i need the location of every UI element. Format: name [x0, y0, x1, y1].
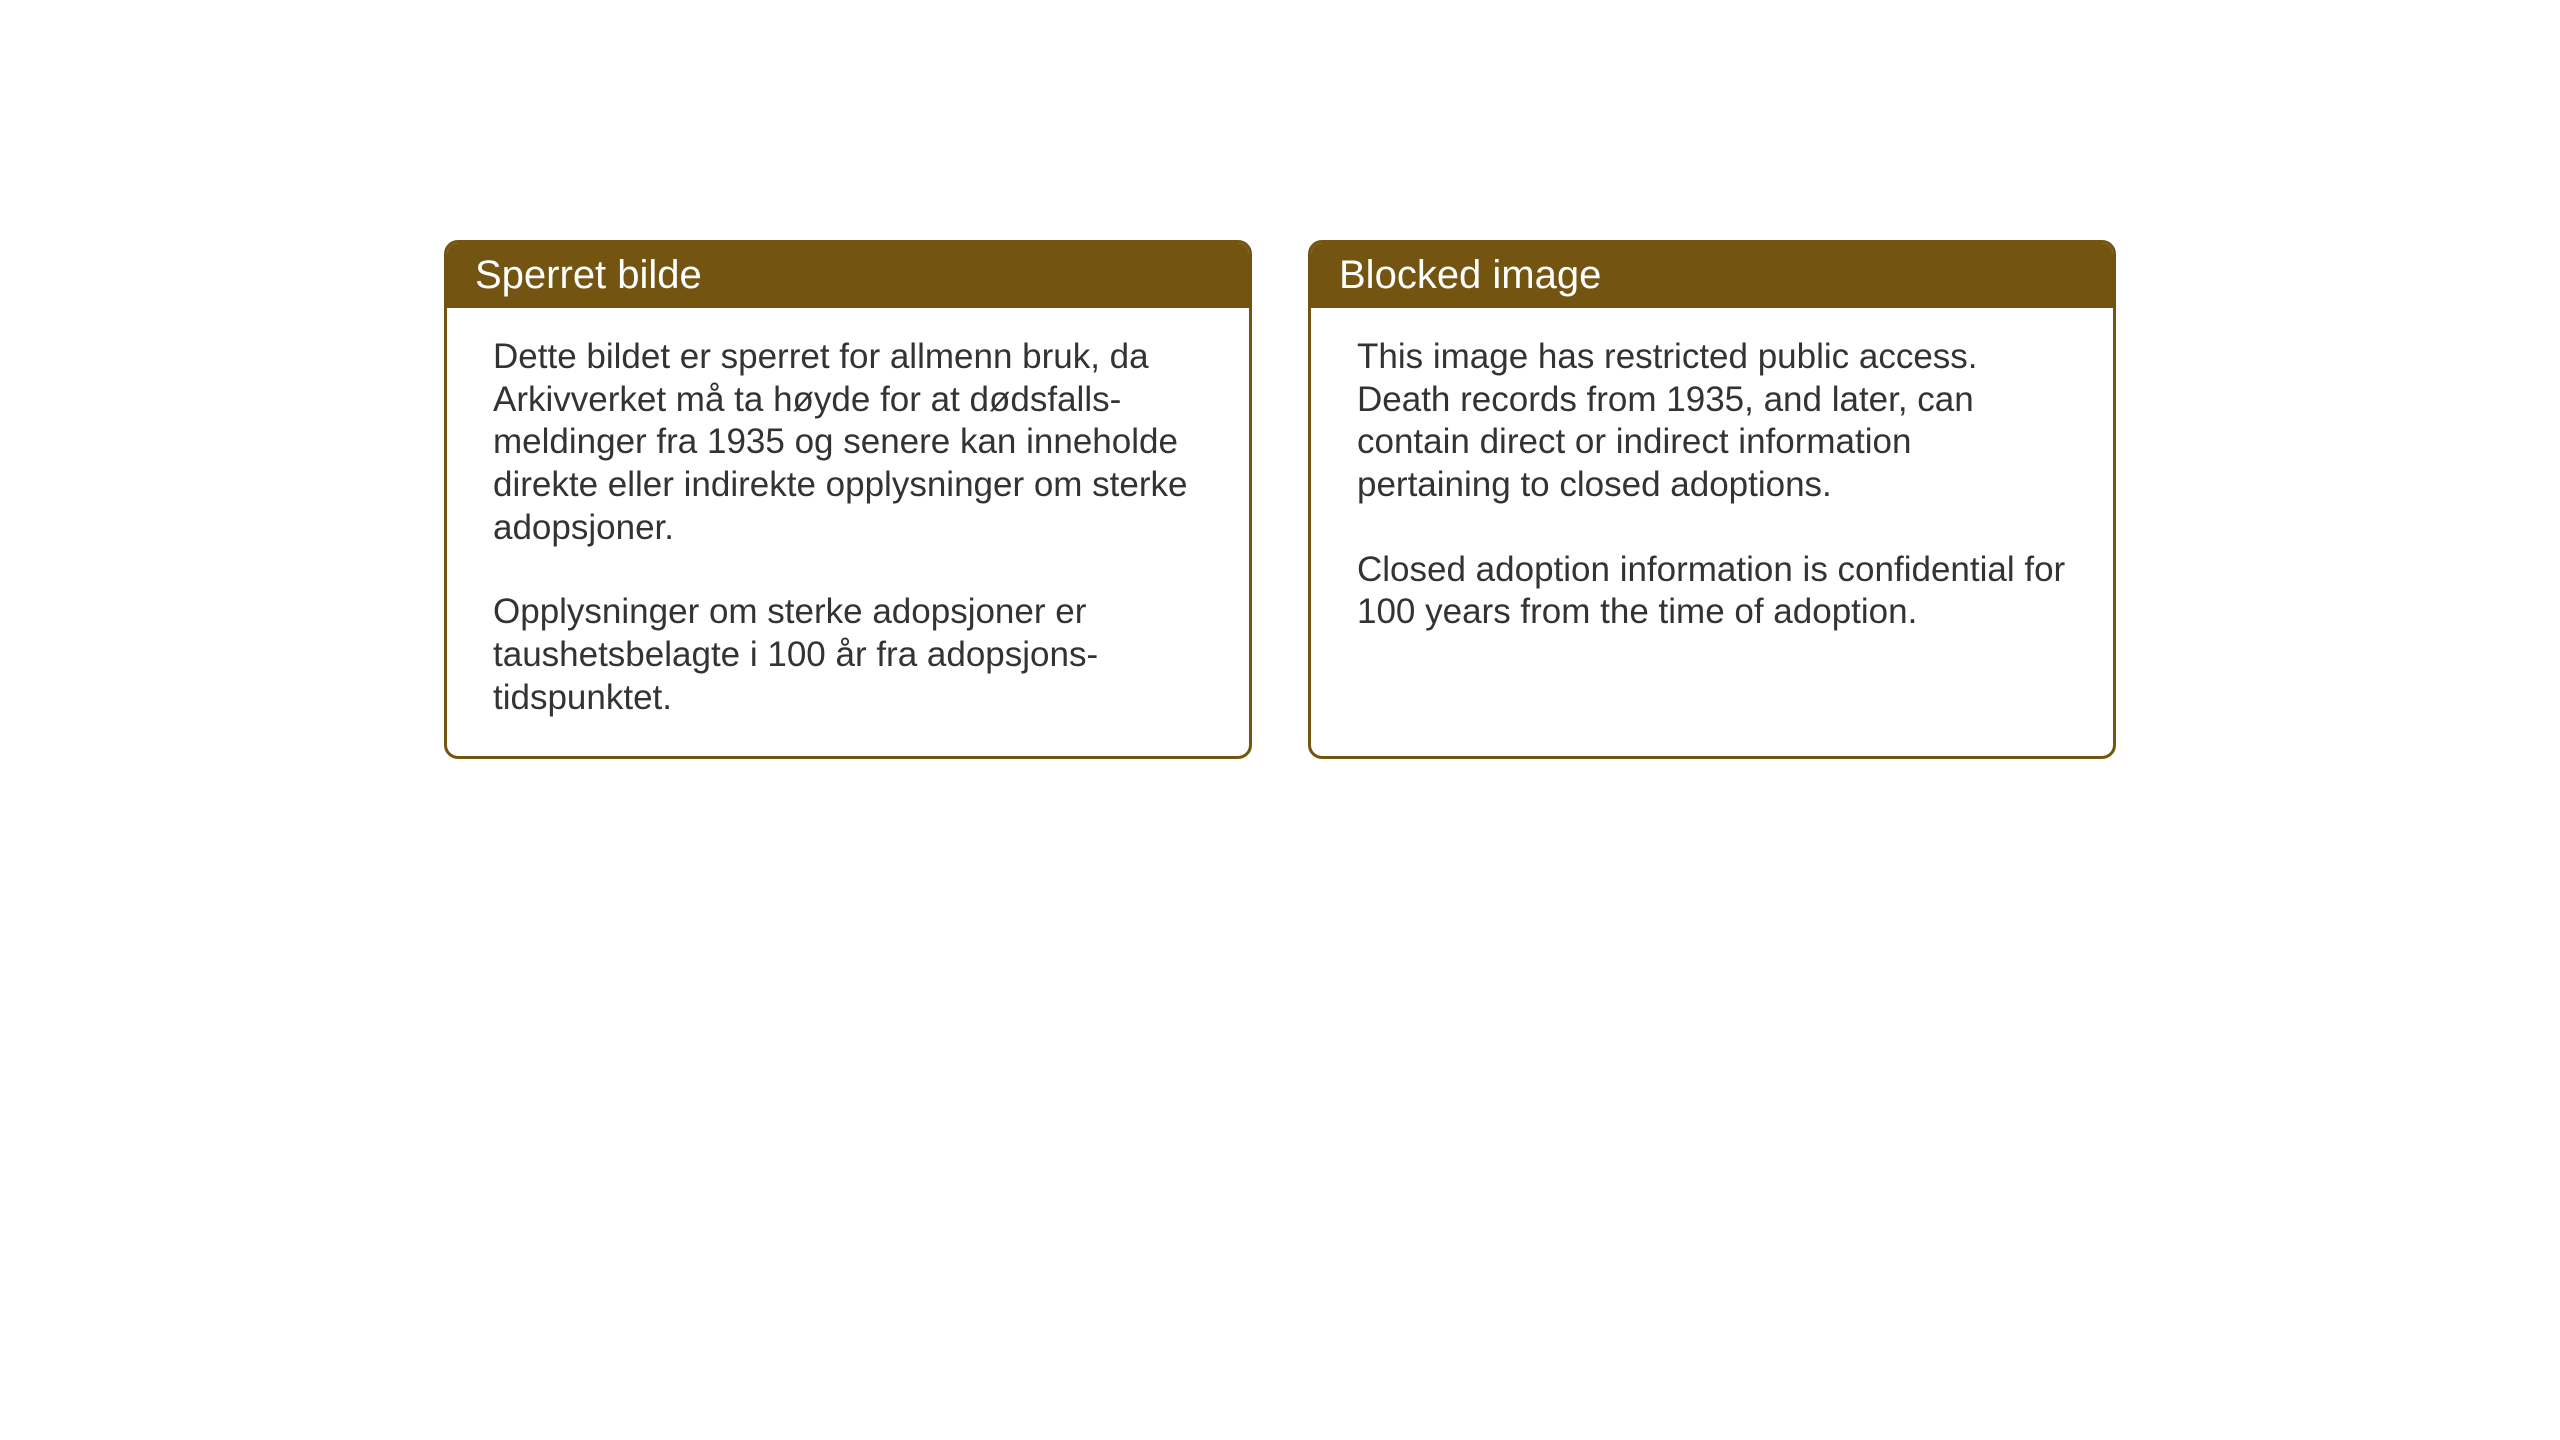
card-body-norwegian: Dette bildet er sperret for allmenn bruk… [447, 308, 1249, 756]
card-paragraph-english-2: Closed adoption information is confident… [1357, 549, 2067, 634]
notice-container: Sperret bilde Dette bildet er sperret fo… [444, 240, 2116, 759]
card-title-norwegian: Sperret bilde [475, 253, 702, 297]
card-paragraph-english-1: This image has restricted public access.… [1357, 336, 2067, 507]
card-title-english: Blocked image [1339, 253, 1601, 297]
notice-card-english: Blocked image This image has restricted … [1308, 240, 2116, 759]
notice-card-norwegian: Sperret bilde Dette bildet er sperret fo… [444, 240, 1252, 759]
card-body-english: This image has restricted public access.… [1311, 308, 2113, 728]
card-paragraph-norwegian-2: Opplysninger om sterke adopsjoner er tau… [493, 591, 1203, 719]
card-header-norwegian: Sperret bilde [447, 243, 1249, 308]
card-header-english: Blocked image [1311, 243, 2113, 308]
card-paragraph-norwegian-1: Dette bildet er sperret for allmenn bruk… [493, 336, 1203, 549]
